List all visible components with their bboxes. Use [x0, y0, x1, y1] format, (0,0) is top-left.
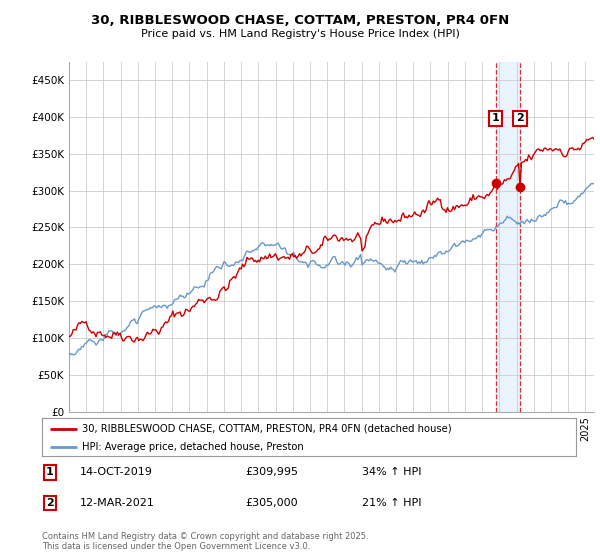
Text: 1: 1	[492, 113, 500, 123]
Text: HPI: Average price, detached house, Preston: HPI: Average price, detached house, Pres…	[82, 442, 304, 452]
Text: 21% ↑ HPI: 21% ↑ HPI	[362, 498, 422, 508]
Text: 30, RIBBLESWOOD CHASE, COTTAM, PRESTON, PR4 0FN: 30, RIBBLESWOOD CHASE, COTTAM, PRESTON, …	[91, 14, 509, 27]
Text: 30, RIBBLESWOOD CHASE, COTTAM, PRESTON, PR4 0FN (detached house): 30, RIBBLESWOOD CHASE, COTTAM, PRESTON, …	[82, 423, 452, 433]
Text: 14-OCT-2019: 14-OCT-2019	[79, 467, 152, 477]
Text: 2: 2	[516, 113, 524, 123]
Text: £305,000: £305,000	[245, 498, 298, 508]
Text: 34% ↑ HPI: 34% ↑ HPI	[362, 467, 422, 477]
Text: 1: 1	[46, 467, 54, 477]
Text: 12-MAR-2021: 12-MAR-2021	[79, 498, 154, 508]
Text: Price paid vs. HM Land Registry's House Price Index (HPI): Price paid vs. HM Land Registry's House …	[140, 29, 460, 39]
Text: 2: 2	[46, 498, 54, 508]
Bar	[496, 62, 520, 412]
Text: Contains HM Land Registry data © Crown copyright and database right 2025.
This d: Contains HM Land Registry data © Crown c…	[42, 532, 368, 552]
Text: £309,995: £309,995	[245, 467, 298, 477]
